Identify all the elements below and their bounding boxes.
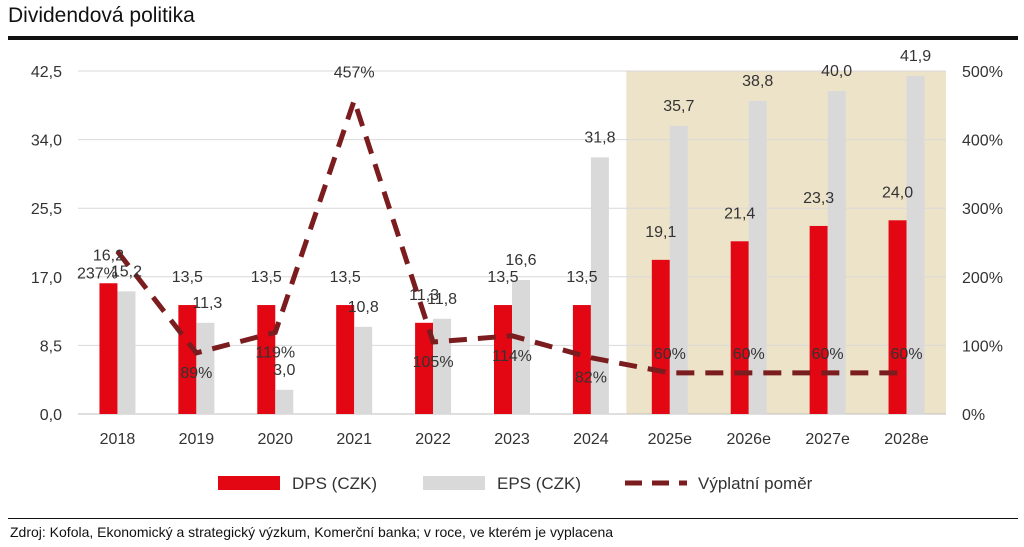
eps-label: 11,8 bbox=[427, 291, 457, 308]
eps-label: 40,0 bbox=[821, 63, 852, 80]
dps-bar bbox=[415, 322, 434, 414]
x-tick: 2023 bbox=[494, 431, 530, 448]
eps-label: 10,8 bbox=[348, 299, 379, 316]
y-left-tick: 8,5 bbox=[40, 338, 62, 355]
dps-bar bbox=[730, 241, 749, 414]
dps-label: 23,3 bbox=[803, 190, 834, 207]
legend-dps-swatch bbox=[218, 476, 280, 490]
eps-bar bbox=[906, 75, 925, 415]
eps-bar bbox=[354, 326, 373, 414]
eps-label: 38,8 bbox=[742, 73, 773, 90]
y-left-tick: 17,0 bbox=[31, 270, 62, 287]
payout-label: 60% bbox=[891, 346, 923, 363]
y-left-tick: 0,0 bbox=[40, 407, 62, 424]
eps-bar bbox=[196, 322, 215, 414]
legend-payout-label: Výplatní poměr bbox=[698, 474, 813, 493]
y-left-tick: 25,5 bbox=[31, 201, 62, 218]
eps-label: 11,3 bbox=[192, 295, 222, 312]
payout-label: 60% bbox=[733, 346, 765, 363]
eps-label: 16,6 bbox=[505, 252, 536, 269]
dps-bar bbox=[651, 259, 670, 414]
eps-bar bbox=[117, 291, 136, 414]
y-right-tick: 400% bbox=[962, 133, 1003, 150]
legend-eps-swatch bbox=[423, 476, 485, 490]
eps-label: 35,7 bbox=[663, 98, 694, 115]
eps-label: 31,8 bbox=[584, 129, 615, 146]
payout-label: 119% bbox=[255, 344, 295, 361]
x-tick: 2020 bbox=[257, 431, 293, 448]
dividend-chart: 0,0 8,5 17,0 25,5 34,0 42,5 0% 100% 200% 300% 400%… bbox=[31, 48, 1003, 493]
payout-label: 237% bbox=[77, 265, 118, 282]
dps-label: 11,3 bbox=[409, 287, 439, 304]
eps-bar bbox=[512, 280, 530, 414]
dps-bar bbox=[336, 305, 355, 414]
dps-label: 13,5 bbox=[251, 269, 282, 286]
dps-bar bbox=[572, 305, 591, 414]
dps-label: 21,4 bbox=[724, 205, 755, 222]
dps-bar bbox=[99, 283, 118, 414]
payout-label: 89% bbox=[180, 365, 212, 382]
dps-label: 13,5 bbox=[172, 269, 203, 286]
payout-label: 60% bbox=[654, 346, 686, 363]
x-tick: 2021 bbox=[336, 431, 372, 448]
legend-dps-label: DPS (CZK) bbox=[292, 474, 377, 493]
y-right-tick: 500% bbox=[962, 64, 1003, 81]
dps-bar bbox=[494, 305, 512, 414]
x-tick: 2024 bbox=[573, 431, 609, 448]
payout-label: 60% bbox=[812, 346, 844, 363]
eps-bar bbox=[590, 157, 609, 415]
dps-label: 13,5 bbox=[487, 269, 518, 286]
payout-label: 105% bbox=[413, 354, 454, 371]
eps-label: 41,9 bbox=[900, 48, 931, 65]
dps-label: 13,5 bbox=[330, 269, 361, 286]
payout-label: 114% bbox=[492, 348, 532, 365]
y-right-tick: 200% bbox=[962, 270, 1003, 287]
eps-label: 3,0 bbox=[273, 362, 295, 379]
dps-label: 19,1 bbox=[645, 224, 676, 241]
x-tick: 2028e bbox=[884, 431, 929, 448]
x-tick: 2025e bbox=[648, 431, 693, 448]
payout-label: 82% bbox=[575, 370, 607, 387]
eps-bar bbox=[669, 125, 688, 414]
eps-bar bbox=[748, 100, 767, 414]
eps-bar bbox=[275, 389, 294, 414]
dps-bar bbox=[809, 225, 828, 414]
source-rule bbox=[8, 518, 1018, 519]
x-tick: 2022 bbox=[415, 431, 451, 448]
title-rule bbox=[8, 36, 1018, 40]
page-title: Dividendová politika bbox=[8, 4, 195, 27]
dps-bar bbox=[178, 305, 197, 414]
x-tick: 2018 bbox=[100, 431, 136, 448]
x-tick: 2027e bbox=[805, 431, 850, 448]
y-left-tick: 42,5 bbox=[31, 64, 62, 81]
y-right-tick: 300% bbox=[962, 201, 1003, 218]
x-tick: 2019 bbox=[179, 431, 215, 448]
payout-label: 457% bbox=[334, 64, 375, 81]
payout-line bbox=[115, 92, 907, 376]
x-tick: 2026e bbox=[726, 431, 771, 448]
dps-label: 24,0 bbox=[882, 184, 913, 201]
eps-label: 15,2 bbox=[111, 263, 142, 280]
dps-label: 16,2 bbox=[93, 247, 124, 264]
legend-eps-label: EPS (CZK) bbox=[497, 474, 581, 493]
y-right-tick: 0% bbox=[962, 407, 985, 424]
dps-bar bbox=[888, 220, 907, 414]
eps-bar bbox=[827, 91, 846, 415]
source-note: Zdroj: Kofola, Ekonomický a strategický … bbox=[10, 524, 614, 540]
y-left-tick: 34,0 bbox=[31, 133, 62, 150]
dps-label: 13,5 bbox=[566, 269, 597, 286]
y-right-tick: 100% bbox=[962, 338, 1003, 355]
